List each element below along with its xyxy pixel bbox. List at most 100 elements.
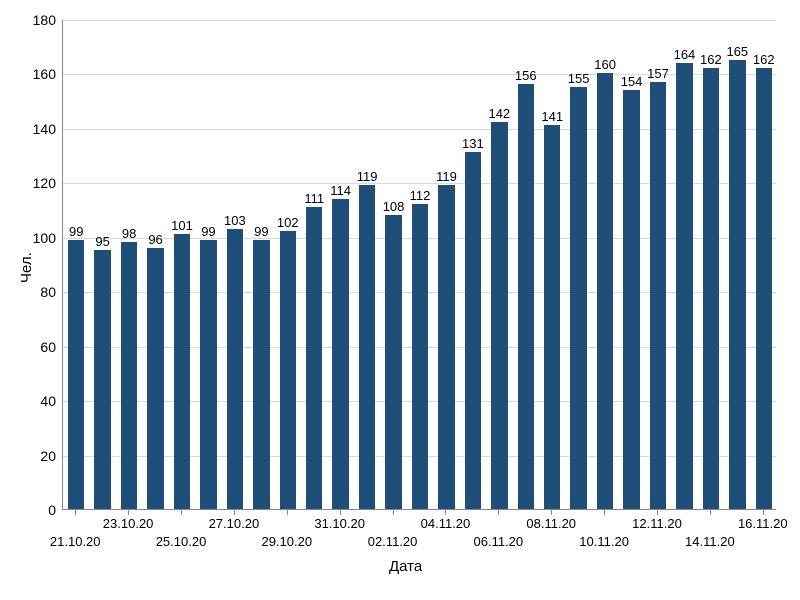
x-tick — [604, 510, 605, 515]
bar — [756, 68, 772, 509]
bar-value-label: 98 — [122, 226, 136, 241]
bar — [703, 68, 719, 509]
y-tick-label: 60 — [0, 339, 56, 355]
bar-value-label: 156 — [515, 68, 537, 83]
bar-value-label: 131 — [462, 136, 484, 151]
x-tick-label: 02.11.20 — [368, 534, 418, 549]
y-tick-label: 100 — [0, 230, 56, 246]
bar-value-label: 108 — [383, 199, 405, 214]
x-tick — [181, 510, 182, 515]
bar — [518, 84, 534, 509]
bar — [200, 240, 216, 510]
x-axis-title: Дата — [389, 558, 422, 575]
bar — [68, 240, 84, 510]
y-tick-label: 180 — [0, 12, 56, 28]
bar-value-label: 99 — [69, 224, 83, 239]
bar-value-label: 155 — [568, 71, 590, 86]
bar-value-label: 96 — [148, 232, 162, 247]
bar — [280, 231, 296, 509]
bar-value-label: 154 — [621, 74, 643, 89]
grid-line — [63, 20, 776, 21]
x-tick-label: 21.10.20 — [50, 534, 101, 549]
bar-value-label: 141 — [541, 109, 563, 124]
grid-line — [63, 74, 776, 75]
y-tick-label: 80 — [0, 284, 56, 300]
x-tick-label: 29.10.20 — [261, 534, 312, 549]
x-tick — [75, 510, 76, 515]
bar-value-label: 99 — [254, 224, 268, 239]
bar — [385, 215, 401, 509]
y-tick-label: 20 — [0, 448, 56, 464]
x-tick-label: 25.10.20 — [156, 534, 207, 549]
bar-value-label: 102 — [277, 215, 299, 230]
x-tick — [393, 510, 394, 515]
grid-line — [63, 129, 776, 130]
y-tick-label: 160 — [0, 66, 56, 82]
y-tick-label: 0 — [0, 502, 56, 518]
bar-value-label: 142 — [488, 106, 510, 121]
bar-value-label: 160 — [594, 57, 616, 72]
bar — [623, 90, 639, 509]
x-tick — [287, 510, 288, 515]
bar-value-label: 119 — [357, 169, 378, 184]
bar — [570, 87, 586, 509]
x-tick-label: 16.11.20 — [738, 516, 788, 531]
bar-value-label: 99 — [201, 224, 215, 239]
bar — [438, 185, 454, 509]
bar-value-label: 114 — [330, 183, 351, 198]
bar-value-label: 162 — [753, 52, 775, 67]
y-tick-label: 120 — [0, 175, 56, 191]
bar — [306, 207, 322, 509]
x-tick — [234, 510, 235, 515]
bar — [597, 73, 613, 509]
bar — [147, 248, 163, 509]
x-tick-label: 27.10.20 — [209, 516, 260, 531]
bar — [676, 63, 692, 509]
x-tick — [445, 510, 446, 515]
bar — [94, 250, 110, 509]
y-axis-title: Чел. — [18, 252, 35, 283]
x-tick-label: 08.11.20 — [526, 516, 576, 531]
x-tick-label: 31.10.20 — [314, 516, 365, 531]
bar-value-label: 164 — [674, 47, 696, 62]
plot-area: 99 95 98 96 101 99 103 99 102 111 114 119 108 112 119 1… — [62, 20, 776, 510]
x-tick — [763, 510, 764, 515]
bar — [332, 199, 348, 509]
bar-value-label: 101 — [171, 218, 193, 233]
bar-value-label: 95 — [95, 234, 109, 249]
bar — [227, 229, 243, 509]
bar — [121, 242, 137, 509]
x-tick-label: 10.11.20 — [579, 534, 629, 549]
y-tick-label: 40 — [0, 393, 56, 409]
bar — [174, 234, 190, 509]
bar-value-label: 165 — [726, 44, 748, 59]
bar — [491, 122, 507, 509]
bar-value-label: 111 — [304, 191, 324, 206]
x-tick — [340, 510, 341, 515]
x-tick — [498, 510, 499, 515]
x-tick — [128, 510, 129, 515]
x-tick — [657, 510, 658, 515]
bar-value-label: 157 — [647, 66, 669, 81]
grid-line — [63, 183, 776, 184]
bar — [359, 185, 375, 509]
bar-chart: 99 95 98 96 101 99 103 99 102 111 114 119 108 112 119 1… — [0, 0, 800, 600]
bar — [465, 152, 481, 509]
x-tick-label: 06.11.20 — [474, 534, 524, 549]
bar — [412, 204, 428, 509]
bar-value-label: 119 — [436, 169, 457, 184]
x-tick — [710, 510, 711, 515]
x-tick-label: 14.11.20 — [685, 534, 735, 549]
bar — [729, 60, 745, 509]
y-tick-label: 140 — [0, 121, 56, 137]
bar — [650, 82, 666, 509]
bar — [253, 240, 269, 510]
bar-value-label: 103 — [224, 213, 246, 228]
x-tick — [551, 510, 552, 515]
x-tick-label: 23.10.20 — [103, 516, 154, 531]
bar-value-label: 162 — [700, 52, 722, 67]
x-tick-label: 12.11.20 — [632, 516, 682, 531]
bar — [544, 125, 560, 509]
bar-value-label: 112 — [410, 188, 431, 203]
x-tick-label: 04.11.20 — [421, 516, 471, 531]
